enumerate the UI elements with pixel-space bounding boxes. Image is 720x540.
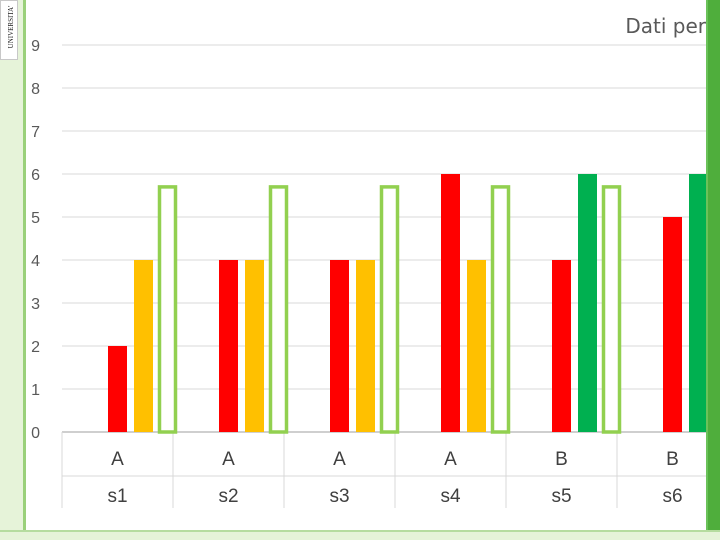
y-tick-label: 8 [31,81,40,98]
y-tick-label: 3 [31,296,40,313]
subcategory-label: s1 [107,486,127,507]
bar-series-1 [108,346,127,432]
subcategory-label: s5 [551,486,571,507]
bar-series-3 [157,185,178,434]
bar-series-1 [552,260,571,432]
subcategory-label: s3 [329,486,349,507]
slide-right-border [706,0,720,540]
university-logo-text: UNIVERSITA' [7,5,15,49]
bar-series-2 [134,260,153,432]
bar-chart: 0 1 2 3 4 5 6 7 8 9 As1 As2 As3 As4 Bs5 Bs6 [31,38,706,508]
y-tick-label: 6 [31,167,40,184]
bar-series-2 [467,260,486,432]
bar-series-3 [268,185,289,434]
y-tick-label: 9 [31,38,40,55]
university-logo: UNIVERSITA' [0,0,18,60]
slide-left-border [0,0,26,540]
category-label: A [222,449,235,470]
subcategory-label: s6 [662,486,682,507]
chart-title: Dati per [625,14,706,38]
bar-series-2 [689,174,706,432]
y-tick-label: 2 [31,339,40,356]
y-tick-label: 7 [31,124,40,141]
bar-series-3 [601,185,622,434]
bar-series-1 [330,260,349,432]
category-label: B [555,449,568,470]
category-label: A [444,449,457,470]
category-label: B [666,449,679,470]
y-tick-label: 5 [31,210,40,227]
bar-series-3 [379,185,400,434]
subcategory-label: s2 [218,486,238,507]
category-label: A [111,449,124,470]
y-tick-label: 1 [31,382,40,399]
bar-series-1 [441,174,460,432]
bar-series-1 [663,217,682,432]
category-label: A [333,449,346,470]
bar-series-2 [356,260,375,432]
y-tick-label: 0 [31,425,40,442]
y-tick-label: 4 [31,253,40,270]
bar-series-3 [490,185,511,434]
slide-bottom-border [0,530,720,540]
bar-series-1 [219,260,238,432]
bar-series-2 [245,260,264,432]
bar-series-2 [578,174,597,432]
subcategory-label: s4 [440,486,461,507]
